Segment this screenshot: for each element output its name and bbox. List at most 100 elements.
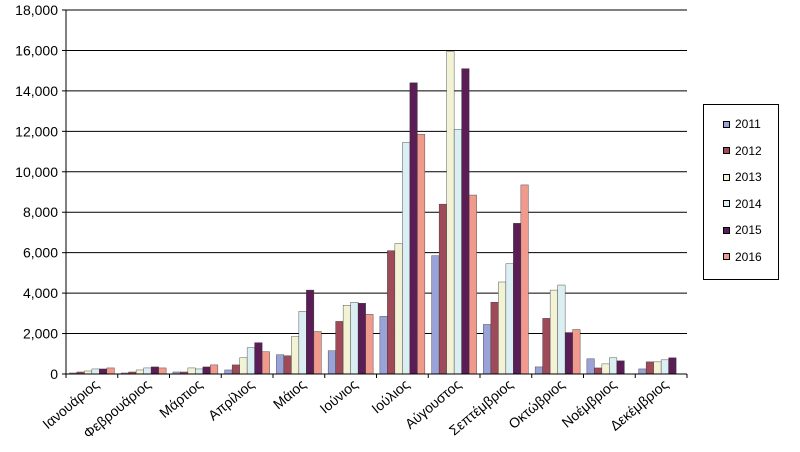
y-tick-label: 8,000 <box>23 204 58 220</box>
y-tick-label: 18,000 <box>15 2 58 18</box>
legend-item-2014: 2014 <box>723 197 762 211</box>
legend-label: 2014 <box>735 196 762 211</box>
bar-2014-4 <box>298 311 307 375</box>
y-tick-label: 6,000 <box>23 245 58 261</box>
bar-2014-7 <box>453 129 462 375</box>
legend-item-2015: 2015 <box>723 223 762 237</box>
bar-2012-4 <box>283 355 292 375</box>
bar-2014-11 <box>660 359 669 375</box>
y-tick-label: 4,000 <box>23 285 58 301</box>
x-tick-label: Ιούλιος <box>368 376 412 417</box>
x-tick-label: Μάιος <box>270 376 309 412</box>
bar-2012-3 <box>231 364 240 375</box>
bar-2011-5 <box>327 350 336 375</box>
y-tick-label: 12,000 <box>15 123 58 139</box>
bar-2013-6 <box>394 243 403 375</box>
legend-item-2011: 2011 <box>723 117 761 131</box>
bar-2013-4 <box>291 336 300 375</box>
bar-2016-8 <box>520 184 529 375</box>
bar-2012-6 <box>387 250 396 375</box>
bar-2013-3 <box>239 357 248 375</box>
bar-2016-7 <box>468 194 477 375</box>
bar-2015-2 <box>202 366 211 375</box>
bar-2012-8 <box>490 302 499 375</box>
bar-2015-4 <box>306 289 315 375</box>
bar-2013-10 <box>601 363 610 375</box>
bar-2015-8 <box>513 223 522 375</box>
bar-2015-6 <box>409 82 418 375</box>
y-tick-label: 10,000 <box>15 164 58 180</box>
bar-2011-9 <box>534 366 543 375</box>
bar-2014-1 <box>143 367 152 375</box>
legend-swatch <box>723 120 730 128</box>
bar-2011-7 <box>431 255 440 375</box>
gridlines <box>66 9 687 335</box>
bar-2015-1 <box>150 366 159 375</box>
legend-label: 2012 <box>735 143 762 158</box>
bar-2014-3 <box>246 347 255 375</box>
bar-2015-3 <box>254 342 263 375</box>
bar-2015-0 <box>99 368 108 375</box>
bar-2014-0 <box>91 368 100 375</box>
bar-2014-6 <box>402 142 411 375</box>
legend-swatch <box>723 200 730 207</box>
bar-2015-11 <box>668 357 677 375</box>
legend-label: 2015 <box>735 223 762 237</box>
bar-2011-11 <box>638 368 647 375</box>
bar-2015-10 <box>616 360 625 375</box>
bar-2011-6 <box>379 316 388 375</box>
bar-2015-7 <box>461 68 470 375</box>
bar-2011-10 <box>586 358 595 375</box>
x-tick-label: Ιούνιος <box>317 376 361 417</box>
bar-2013-11 <box>653 361 662 375</box>
legend-swatch <box>723 226 730 234</box>
x-tick-label: Μάρτιος <box>156 376 205 421</box>
legend-label: 2011 <box>735 117 761 131</box>
bar-2012-7 <box>438 203 447 375</box>
y-tick-label: 2,000 <box>23 326 58 342</box>
bar-2014-9 <box>557 284 566 375</box>
legend-swatch <box>723 147 730 154</box>
legend-label: 2013 <box>735 170 762 184</box>
bar-2016-3 <box>261 351 270 375</box>
bar-2013-1 <box>135 369 144 375</box>
bar-2016-2 <box>210 364 219 375</box>
y-tick-label: 14,000 <box>15 83 58 99</box>
bar-2013-8 <box>498 281 507 375</box>
bar-2012-11 <box>645 361 654 375</box>
x-tick-label: Απρίλιος <box>205 376 257 424</box>
y-tick-label: 16,000 <box>15 42 58 58</box>
bar-2016-9 <box>572 329 581 375</box>
bar-2011-3 <box>224 369 233 375</box>
legend-item-2013: 2013 <box>723 170 762 184</box>
bar-2013-7 <box>446 51 455 375</box>
bar-2012-10 <box>594 367 603 375</box>
bar-2015-9 <box>564 332 573 375</box>
bar-2016-5 <box>365 314 374 375</box>
legend-swatch <box>723 253 730 260</box>
legend-label: 2016 <box>735 249 762 264</box>
bar-2011-8 <box>483 324 492 375</box>
bar-2016-1 <box>158 367 167 375</box>
legend-item-2012: 2012 <box>723 144 762 158</box>
bar-2013-2 <box>187 367 196 375</box>
bar-2012-5 <box>335 321 344 375</box>
bar-2013-5 <box>342 305 351 375</box>
y-tick-label: 0 <box>50 366 58 382</box>
bar-2016-4 <box>313 331 322 375</box>
bar-2016-6 <box>417 134 426 375</box>
bar-2014-10 <box>609 357 618 375</box>
y-tick-labels: 0 2,000 4,000 6,000 8,000 10,000 12,000 14,000 1… <box>15 2 66 382</box>
bar-2013-9 <box>549 289 558 375</box>
bars <box>69 51 677 375</box>
bar-2014-5 <box>350 302 359 375</box>
x-tick-label: Δεκέμβριος <box>607 376 672 434</box>
bar-2016-0 <box>106 367 115 375</box>
bar-2014-8 <box>505 263 514 375</box>
bar-2012-9 <box>542 318 551 375</box>
x-tick-label: Οκτώβριος <box>505 376 567 432</box>
bar-2011-4 <box>276 354 285 375</box>
legend-item-2016: 2016 <box>723 250 762 264</box>
